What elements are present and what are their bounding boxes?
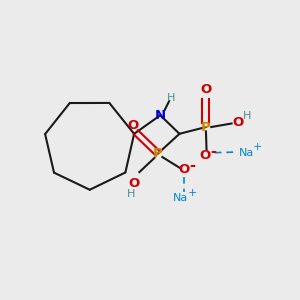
Text: H: H	[167, 93, 176, 103]
Text: -: -	[210, 144, 216, 159]
Text: -: -	[189, 158, 195, 173]
Text: Na: Na	[239, 148, 254, 158]
Text: O: O	[179, 163, 190, 176]
Text: Na: Na	[173, 193, 188, 203]
Text: O: O	[200, 83, 211, 96]
Text: O: O	[127, 119, 139, 132]
Text: O: O	[232, 116, 244, 129]
Text: +: +	[253, 142, 262, 152]
Text: O: O	[129, 177, 140, 190]
Text: H: H	[243, 111, 251, 121]
Text: P: P	[201, 121, 211, 134]
Text: N: N	[155, 109, 166, 122]
Text: P: P	[153, 147, 163, 160]
Text: +: +	[188, 188, 197, 198]
Text: H: H	[126, 189, 135, 199]
Text: O: O	[200, 149, 211, 162]
